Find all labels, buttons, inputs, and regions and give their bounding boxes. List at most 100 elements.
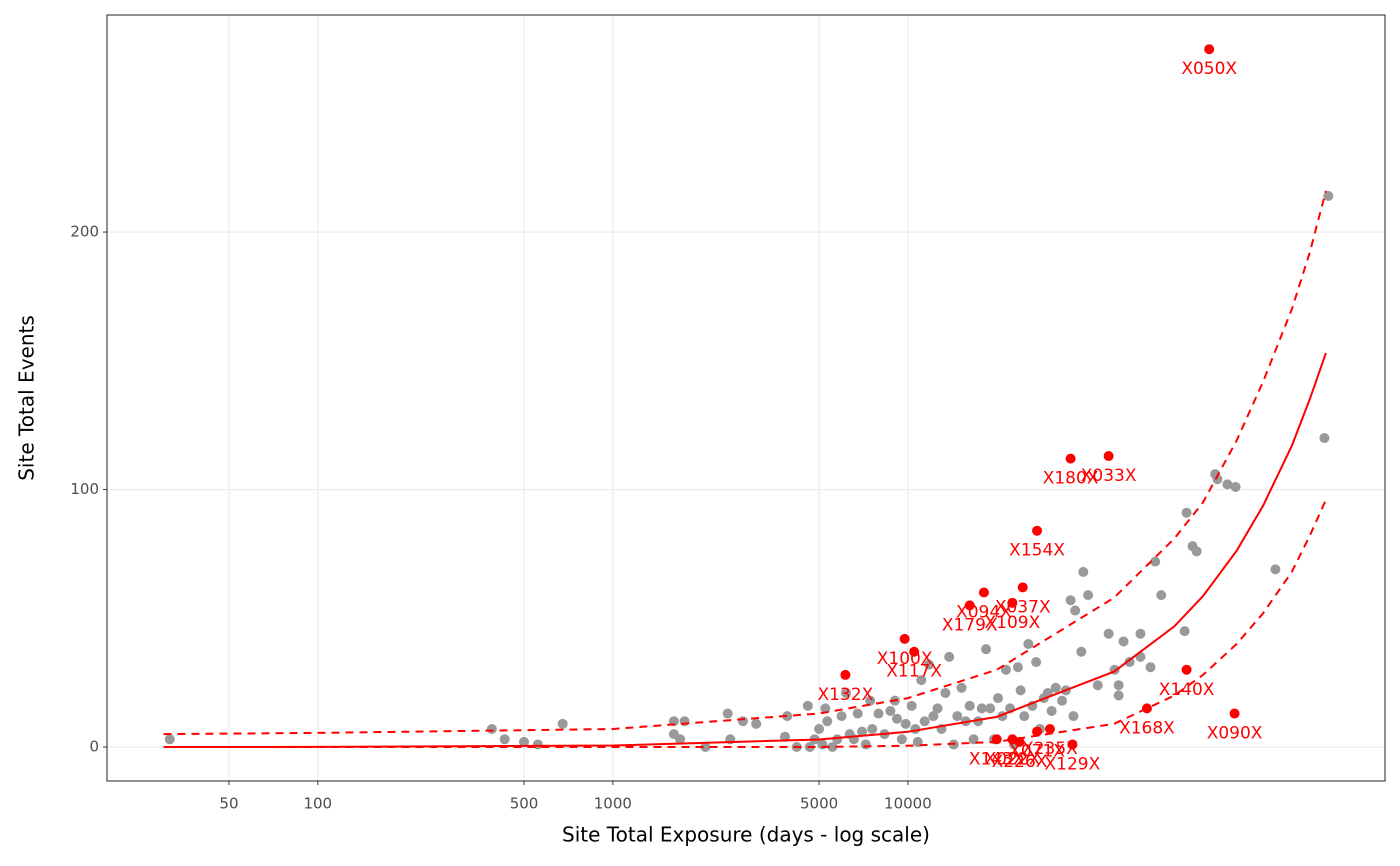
point-label: X235X <box>1022 739 1078 759</box>
point <box>852 708 863 719</box>
point <box>981 644 992 655</box>
point <box>822 716 833 727</box>
point <box>1078 566 1089 577</box>
point <box>1179 626 1190 637</box>
point <box>1270 564 1281 575</box>
point <box>675 734 686 745</box>
point-label: X033X <box>1081 466 1137 486</box>
point <box>1118 636 1129 647</box>
point <box>1065 595 1076 606</box>
point <box>1113 680 1124 691</box>
point-label: X140X <box>1159 680 1215 700</box>
point-label: X022X <box>985 749 1041 769</box>
point <box>873 708 884 719</box>
point <box>1319 433 1330 444</box>
point <box>1000 664 1011 675</box>
point <box>751 718 762 729</box>
point-label: X168X <box>1119 718 1175 738</box>
point <box>976 703 987 714</box>
point-label: X117X <box>886 662 942 682</box>
point <box>802 700 813 711</box>
point <box>1181 507 1192 518</box>
point-label: X109X <box>985 613 1041 633</box>
point <box>779 731 790 742</box>
point <box>956 682 967 693</box>
point <box>486 723 497 734</box>
point <box>940 687 951 698</box>
y-tick-label: 200 <box>70 223 99 241</box>
point <box>1113 690 1124 701</box>
x-tick-label: 10000 <box>884 795 932 813</box>
point <box>1046 705 1057 716</box>
point <box>1019 711 1030 722</box>
point <box>1222 479 1233 490</box>
y-tick-label: 100 <box>70 480 99 498</box>
point-label: X179X <box>942 615 998 635</box>
point <box>1068 711 1079 722</box>
point <box>1135 628 1146 639</box>
point <box>964 700 975 711</box>
point <box>1014 736 1025 747</box>
x-tick-label: 50 <box>219 795 238 813</box>
point <box>924 659 935 670</box>
point <box>820 703 831 714</box>
point-label: X100X <box>877 649 933 669</box>
point <box>906 700 917 711</box>
point <box>519 736 530 747</box>
point <box>1032 726 1043 737</box>
x-axis-title: Site Total Exposure (days - log scale) <box>562 823 930 847</box>
point <box>865 695 876 706</box>
point <box>1015 685 1026 696</box>
point-label: X226X <box>992 752 1048 772</box>
point <box>932 703 943 714</box>
point <box>885 705 896 716</box>
point <box>1050 682 1061 693</box>
x-tick-label: 5000 <box>800 795 838 813</box>
y-tick-label: 0 <box>89 738 99 756</box>
point <box>1212 474 1223 485</box>
point <box>1145 662 1156 673</box>
x-tick-label: 100 <box>303 795 332 813</box>
point <box>900 718 911 729</box>
point <box>1103 451 1114 462</box>
point <box>909 646 920 657</box>
point <box>985 703 996 714</box>
point <box>1070 605 1081 616</box>
point-label: X154X <box>1009 541 1065 561</box>
point <box>891 713 902 724</box>
point-label: X143X <box>969 749 1025 769</box>
point <box>1230 481 1241 492</box>
point <box>782 711 793 722</box>
point <box>964 600 975 611</box>
point-label: X090X <box>1207 724 1263 744</box>
point-label: X071X <box>1009 742 1065 762</box>
point <box>1083 590 1094 601</box>
point-label: X094X <box>956 603 1012 623</box>
point <box>836 711 847 722</box>
x-tick-label: 1000 <box>594 795 632 813</box>
point-label: X132X <box>818 685 874 705</box>
point <box>1065 453 1076 464</box>
point <box>722 708 733 719</box>
point <box>1017 582 1028 593</box>
x-tick-label: 500 <box>510 795 539 813</box>
point <box>916 675 927 686</box>
point <box>992 693 1003 704</box>
point <box>814 723 825 734</box>
point <box>679 716 690 727</box>
point <box>952 711 963 722</box>
point <box>978 587 989 598</box>
point <box>499 734 510 745</box>
point <box>860 739 871 750</box>
point <box>1007 597 1018 608</box>
point <box>1124 657 1135 668</box>
point <box>827 742 838 753</box>
point <box>857 726 868 737</box>
point <box>1067 739 1078 750</box>
point <box>841 687 852 698</box>
point <box>1012 662 1023 673</box>
point-label: X180X <box>1043 469 1099 489</box>
point <box>899 633 910 644</box>
